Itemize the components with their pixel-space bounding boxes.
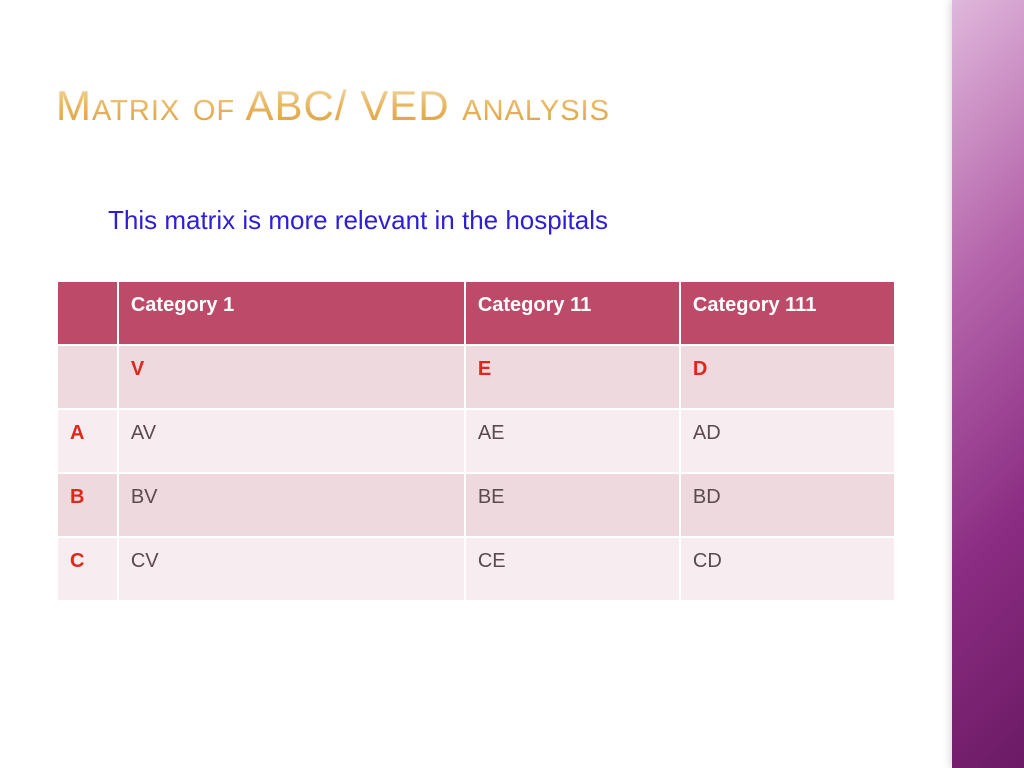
table-row: B BV BE BD xyxy=(58,474,894,536)
cell-cd: CD xyxy=(681,538,894,600)
row-label-a: A xyxy=(58,410,117,472)
table-header-blank xyxy=(58,282,117,344)
table-row: C CV CE CD xyxy=(58,538,894,600)
table-header-cat3: Category 111 xyxy=(681,282,894,344)
side-gradient-decor xyxy=(952,0,1024,768)
table-header-cat2: Category 11 xyxy=(466,282,679,344)
cell-ce: CE xyxy=(466,538,679,600)
slide-title: Matrix of ABC/ VED analysis xyxy=(56,82,610,130)
ved-label-d: D xyxy=(681,346,894,408)
cell-ae: AE xyxy=(466,410,679,472)
slide-subtitle: This matrix is more relevant in the hosp… xyxy=(108,205,608,236)
matrix-table-container: Category 1 Category 11 Category 111 V E … xyxy=(56,280,896,602)
table-row: A AV AE AD xyxy=(58,410,894,472)
matrix-table: Category 1 Category 11 Category 111 V E … xyxy=(56,280,896,602)
cell-be: BE xyxy=(466,474,679,536)
ved-row-blank xyxy=(58,346,117,408)
ved-label-v: V xyxy=(119,346,464,408)
cell-bd: BD xyxy=(681,474,894,536)
table-header-cat1: Category 1 xyxy=(119,282,464,344)
table-header-row: Category 1 Category 11 Category 111 xyxy=(58,282,894,344)
cell-av: AV xyxy=(119,410,464,472)
row-label-b: B xyxy=(58,474,117,536)
cell-cv: CV xyxy=(119,538,464,600)
cell-bv: BV xyxy=(119,474,464,536)
row-label-c: C xyxy=(58,538,117,600)
ved-label-e: E xyxy=(466,346,679,408)
cell-ad: AD xyxy=(681,410,894,472)
table-ved-row: V E D xyxy=(58,346,894,408)
